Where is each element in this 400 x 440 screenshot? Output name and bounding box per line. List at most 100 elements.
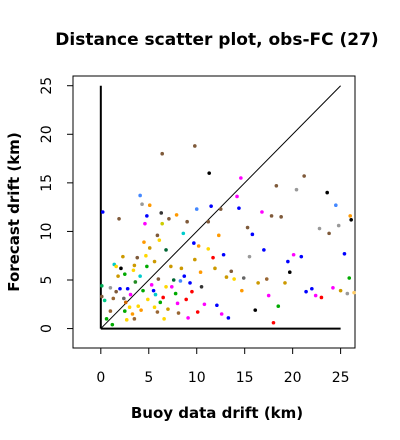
data-point — [141, 288, 145, 293]
data-point — [232, 277, 236, 281]
data-point — [110, 322, 115, 327]
data-point — [206, 247, 211, 251]
data-point — [193, 144, 197, 148]
y-tick-label: 10 — [39, 223, 55, 241]
data-point — [262, 248, 266, 252]
data-point — [164, 248, 168, 252]
data-point — [219, 312, 224, 316]
data-point — [211, 255, 215, 260]
data-point — [186, 316, 190, 320]
x-tick-label: 15 — [236, 370, 254, 386]
data-point — [352, 290, 356, 295]
data-point — [142, 240, 146, 244]
data-point — [193, 257, 197, 262]
data-point — [149, 283, 154, 287]
data-point — [342, 251, 347, 256]
data-point — [156, 277, 161, 281]
data-point — [108, 285, 113, 290]
data-point — [327, 231, 331, 236]
data-point — [114, 289, 118, 294]
data-point — [229, 269, 234, 274]
x-tick-label: 25 — [332, 370, 350, 386]
data-point — [319, 295, 324, 300]
data-point — [347, 276, 352, 280]
data-point — [218, 207, 223, 211]
y-tick-label: 5 — [39, 276, 55, 285]
data-point — [199, 285, 204, 289]
data-point — [276, 304, 281, 309]
data-point — [118, 286, 122, 291]
data-point — [260, 210, 264, 214]
data-point — [349, 217, 353, 222]
x-axis: 0 5 10 15 20 25 — [96, 347, 350, 386]
data-point — [317, 226, 322, 231]
data-point — [202, 302, 207, 307]
data-point — [192, 241, 196, 245]
data-point — [206, 219, 211, 224]
data-point — [184, 297, 188, 302]
data-point — [266, 293, 271, 298]
data-point — [221, 252, 226, 257]
data-point — [167, 217, 171, 221]
data-point — [155, 233, 160, 238]
y-tick-label: 15 — [39, 174, 55, 192]
data-point — [269, 214, 274, 218]
data-point — [226, 316, 231, 320]
data-point — [235, 194, 239, 199]
y-axis-label: Forecast drift (km) — [5, 132, 23, 291]
data-point — [147, 246, 152, 250]
x-axis-label: Buoy data drift (km) — [131, 404, 303, 422]
x-tick-label: 5 — [144, 370, 153, 386]
data-point — [196, 244, 201, 248]
data-point — [143, 221, 147, 226]
data-point — [313, 293, 318, 298]
data-point — [158, 300, 163, 305]
data-point — [283, 281, 287, 285]
data-point — [159, 211, 164, 215]
data-point — [179, 266, 184, 271]
data-point — [345, 291, 350, 296]
reference-lines — [99, 85, 341, 330]
data-point — [100, 210, 105, 214]
data-point — [130, 312, 135, 316]
data-point — [166, 307, 170, 311]
y-tick-label: 20 — [39, 125, 55, 143]
x-tick-label: 20 — [284, 370, 302, 386]
data-point — [145, 214, 149, 218]
data-point — [139, 308, 143, 312]
x-tick-label: 0 — [96, 370, 105, 386]
data-point — [348, 214, 353, 218]
data-point — [111, 296, 116, 301]
reference-line-diagonal — [100, 85, 341, 329]
data-point — [215, 303, 219, 308]
data-point — [161, 295, 165, 300]
y-tick-label: 25 — [39, 77, 55, 95]
data-point — [302, 174, 306, 178]
data-point — [256, 281, 260, 285]
data-point — [241, 276, 246, 280]
data-point — [325, 190, 329, 195]
data-point — [117, 217, 121, 221]
data-point — [334, 203, 338, 207]
data-point — [151, 288, 156, 293]
data-point — [138, 193, 142, 198]
plot-frame — [72, 75, 356, 349]
data-point — [271, 320, 276, 325]
data-point — [144, 253, 148, 258]
data-point — [224, 275, 229, 279]
data-point — [104, 317, 109, 321]
data-point — [207, 171, 212, 175]
data-point — [291, 252, 296, 257]
data-point — [152, 259, 157, 264]
data-point — [171, 278, 176, 282]
data-point — [102, 298, 107, 303]
data-point — [213, 266, 217, 271]
chart-title: Distance scatter plot, obs-FC (27) — [55, 30, 378, 50]
data-point — [336, 223, 341, 228]
data-point — [164, 285, 168, 289]
data-point — [253, 308, 258, 312]
data-point — [240, 288, 244, 293]
data-point — [162, 317, 166, 321]
data-point — [237, 206, 241, 210]
data-point — [157, 238, 162, 242]
